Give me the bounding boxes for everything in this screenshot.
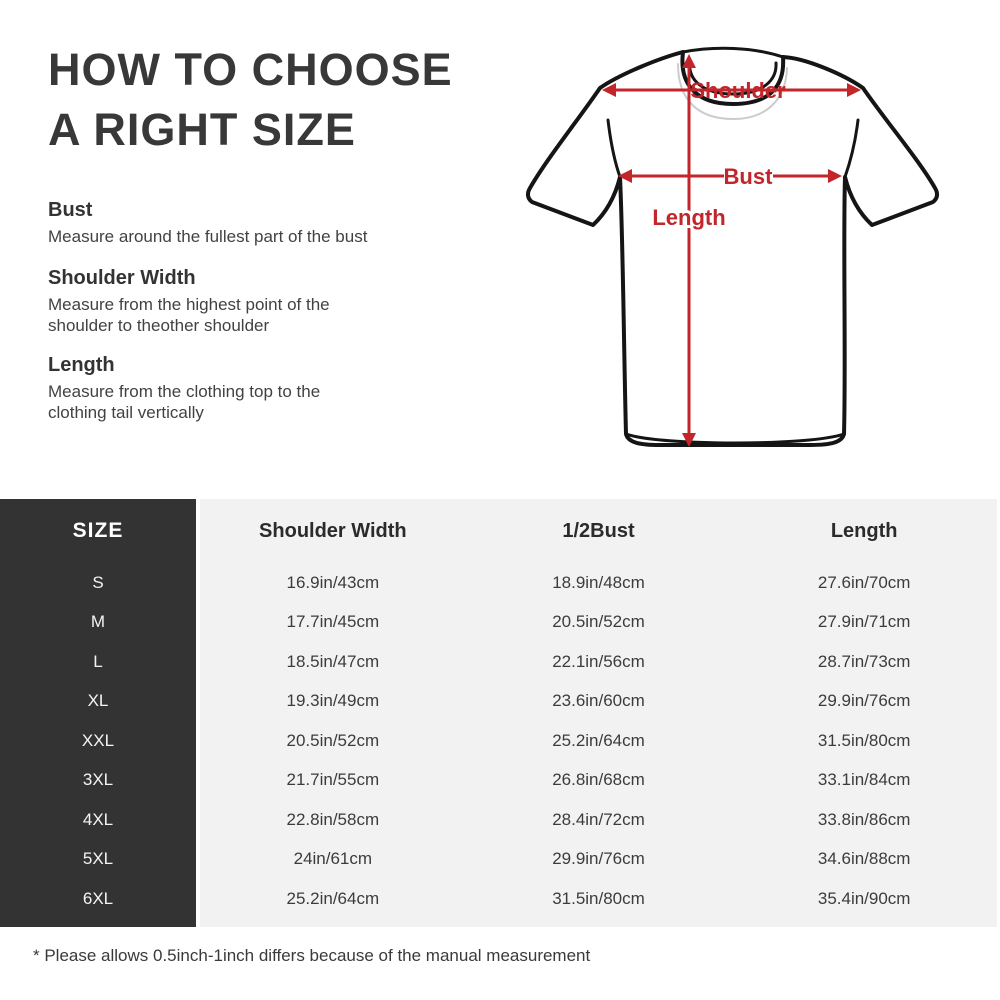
size-column-header: SIZE [72,519,124,542]
left-armhole-seam [606,118,622,179]
cell-length: 31.5in/80cm [817,730,911,750]
size-label-5xl: 5XL [82,849,114,869]
length-arrow-bottom-head [682,433,696,447]
tshirt-outline [525,50,940,447]
cell-length: 33.1in/84cm [817,770,911,790]
cell-shoulder: 18.5in/47cm [286,651,380,671]
section-desc-bust-line1: Measure around the fullest part of the b… [48,227,368,246]
section-heading-shoulder-width: Shoulder Width [48,267,196,289]
section-desc-shoulder-line2: shoulder to theother shoulder [48,316,270,335]
right-armhole-seam [843,118,860,179]
cell-shoulder: 24in/61cm [293,849,373,869]
section-desc-length: Measure from the clothing top to the clo… [48,381,320,423]
table-row-m: 17.7in/45cm 20.5in/52cm 27.9in/71cm [200,603,997,643]
table-row-4xl: 22.8in/58cm 28.4in/72cm 33.8in/86cm [200,800,997,840]
section-desc-length-line1: Measure from the clothing top to the [48,382,321,401]
cell-length: 28.7in/73cm [817,651,911,671]
collar-inner-line [688,58,778,96]
table-row-3xl: 21.7in/55cm 26.8in/68cm 33.1in/84cm [200,761,997,801]
collar-outer-line [680,50,786,106]
cell-shoulder: 17.7in/45cm [286,612,380,632]
cell-length: 33.8in/86cm [817,809,911,829]
cell-shoulder: 21.7in/55cm [286,770,380,790]
size-table: SIZE S M L XL XXL 3XL 4XL 5XL 6XL Should… [0,499,997,927]
section-desc-length-line2: clothing tail vertically [48,403,204,422]
cell-half-bust: 23.6in/60cm [552,691,645,711]
measurement-disclaimer: * Please allows 0.5inch-1inch differs be… [33,946,591,965]
cell-half-bust: 20.5in/52cm [552,612,645,632]
cell-half-bust: 31.5in/80cm [552,888,645,908]
cell-shoulder: 16.9in/43cm [286,572,380,592]
size-label-3xl: 3XL [82,770,114,790]
section-desc-bust: Measure around the fullest part of the b… [48,226,367,247]
section-desc-shoulder-width: Measure from the highest point of the sh… [48,294,330,336]
tshirt-measurement-diagram: Shoulder Bust Length [525,46,940,447]
table-row-xl: 19.3in/49cm 23.6in/60cm 29.9in/76cm [200,682,997,722]
column-header-shoulder-width: Shoulder Width [259,519,407,542]
bust-arrow-label: Bust [724,164,774,189]
collar-shadow-line [677,63,788,121]
size-label-6xl: 6XL [82,888,114,908]
cell-half-bust: 25.2in/64cm [552,730,645,750]
table-row-5xl: 24in/61cm 29.9in/76cm 34.6in/88cm [200,840,997,880]
length-arrow-top-head [682,54,696,68]
collar-top-line [681,46,785,59]
shoulder-arrow-right-head [847,83,861,97]
measurements-panel: Shoulder Width 1/2Bust Length 16.9in/43c… [200,499,997,927]
column-header-length: Length [830,519,898,542]
size-label-s: S [92,572,104,592]
cell-half-bust: 18.9in/48cm [552,572,645,592]
table-row-s: 16.9in/43cm 18.9in/48cm 27.6in/70cm [200,563,997,603]
page-title-line2: A RIGHT SIZE [48,104,356,155]
table-row-l: 18.5in/47cm 22.1in/56cm 28.7in/73cm [200,642,997,682]
column-header-half-bust: 1/2Bust [562,519,635,542]
cell-length: 27.6in/70cm [817,572,911,592]
cell-half-bust: 28.4in/72cm [552,809,645,829]
table-header-row: Shoulder Width 1/2Bust Length [200,499,997,563]
bust-arrow-left-head [618,169,632,183]
cell-length: 29.9in/76cm [817,691,911,711]
size-label-xxl: XXL [81,730,115,750]
shoulder-arrow-left-head [602,83,616,97]
page-title-line1: HOW TO CHOOSE [48,44,453,95]
cell-length: 34.6in/88cm [817,849,911,869]
cell-half-bust: 22.1in/56cm [552,651,645,671]
size-column: SIZE S M L XL XXL 3XL 4XL 5XL 6XL [0,499,196,927]
hem-line [624,432,846,445]
bust-arrow-right-head [828,169,842,183]
section-heading-length: Length [48,354,115,376]
cell-shoulder: 25.2in/64cm [286,888,380,908]
section-desc-shoulder-line1: Measure from the highest point of the [48,295,330,314]
cell-length: 35.4in/90cm [817,888,911,908]
cell-shoulder: 22.8in/58cm [286,809,380,829]
table-row-6xl: 25.2in/64cm 31.5in/80cm 35.4in/90cm [200,879,997,919]
size-label-l: L [93,651,103,671]
cell-half-bust: 29.9in/76cm [552,849,645,869]
cell-shoulder: 19.3in/49cm [286,691,380,711]
cell-shoulder: 20.5in/52cm [286,730,380,750]
shoulder-arrow-label: Shoulder [690,78,786,103]
size-label-4xl: 4XL [82,809,114,829]
size-label-xl: XL [87,691,109,711]
cell-half-bust: 26.8in/68cm [552,770,645,790]
table-row-xxl: 20.5in/52cm 25.2in/64cm 31.5in/80cm [200,721,997,761]
size-label-m: M [90,612,106,632]
cell-length: 27.9in/71cm [817,612,911,632]
page-title: HOW TO CHOOSE A RIGHT SIZE [48,40,453,160]
length-arrow-label: Length [652,205,725,230]
section-heading-bust: Bust [48,199,93,221]
